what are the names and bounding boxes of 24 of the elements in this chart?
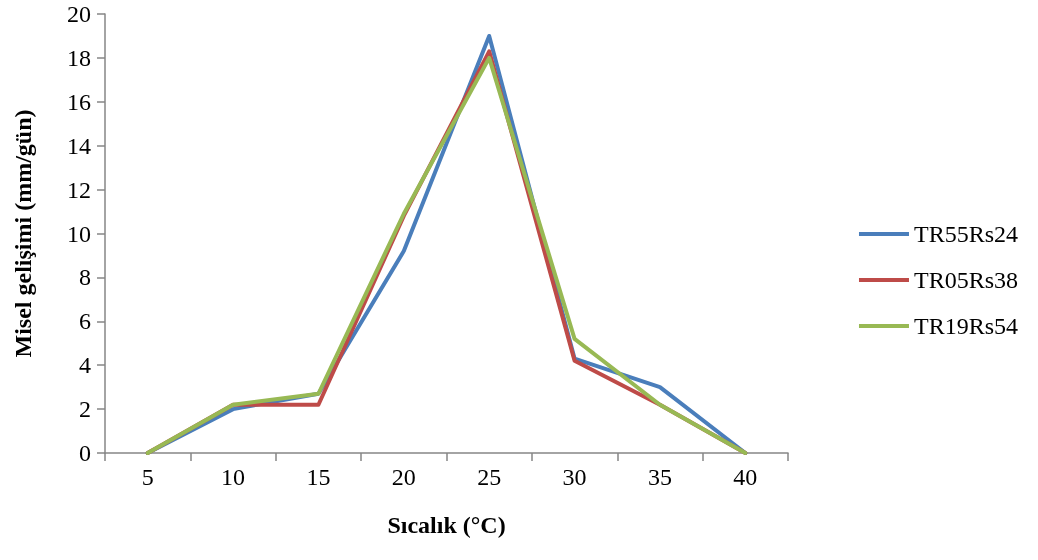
- legend-label: TR05Rs38: [913, 267, 1018, 293]
- y-tick-label: 4: [79, 352, 91, 379]
- y-tick-label: 18: [67, 44, 91, 71]
- y-tick-label: 20: [67, 1, 91, 27]
- legend-label: TR55Rs24: [913, 221, 1018, 247]
- y-tick-label: 2: [79, 396, 91, 423]
- x-tick-label: 30: [562, 464, 587, 490]
- y-tick-label: 0: [79, 440, 91, 466]
- legend-label: TR19Rs54: [913, 313, 1018, 339]
- y-axis-title: Misel gelişimi (mm/gün): [10, 109, 36, 358]
- x-axis-title: Sıcalık (°C): [387, 512, 506, 538]
- y-tick-label: 12: [67, 176, 91, 203]
- y-tick-label: 6: [79, 308, 91, 335]
- y-tick-label: 14: [67, 132, 91, 159]
- y-tick-label: 10: [67, 220, 91, 247]
- x-tick-label: 40: [733, 464, 758, 490]
- x-tick-label: 35: [647, 464, 672, 490]
- y-tick-label: 16: [67, 88, 91, 115]
- x-tick-label: 20: [391, 464, 416, 490]
- x-tick-label: 25: [477, 464, 502, 490]
- x-tick-label: 15: [306, 464, 331, 490]
- y-tick-label: 8: [79, 264, 91, 291]
- x-tick-label: 5: [141, 464, 154, 490]
- x-tick-label: 10: [221, 464, 246, 490]
